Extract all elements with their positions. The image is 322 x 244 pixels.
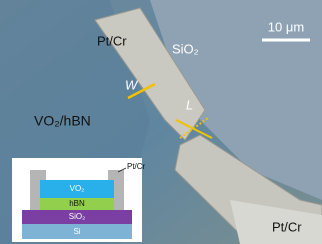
scale-bar-label: 10 μm	[268, 19, 304, 34]
contact-label: Pt/Cr	[97, 33, 127, 48]
width-label: W	[125, 77, 139, 92]
layer-label: Si	[73, 227, 80, 236]
substrate-label: SiO₂	[172, 41, 199, 56]
micrograph: 10 μm Pt/Cr SiO₂ W L VO₂/hBN Pt/Cr Pt/Cr…	[0, 0, 322, 244]
inset: Pt/Cr VO₂ hBN SiO₂ Si	[12, 158, 146, 242]
layer-label: SiO₂	[69, 212, 85, 221]
channel-label: VO₂/hBN	[34, 113, 91, 129]
layer-label: VO₂	[70, 184, 85, 193]
contact-label: Pt/Cr	[272, 219, 302, 234]
inset-contact-label: Pt/Cr	[127, 162, 146, 171]
layer-label: hBN	[69, 199, 85, 208]
length-label: L	[186, 97, 193, 112]
